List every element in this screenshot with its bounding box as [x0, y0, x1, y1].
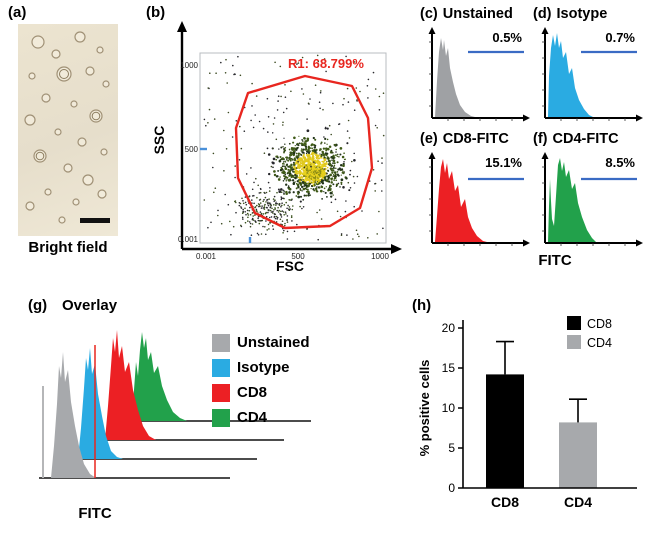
legend-item-isotype: Isotype	[212, 355, 310, 380]
y-axis-label: % positive cells	[417, 360, 432, 457]
x-axis-arrow-icon	[523, 114, 530, 122]
histogram-unstained: 0.5%	[428, 27, 530, 122]
histogram-isotype: 0.7%	[541, 27, 643, 122]
y-tick-label: 0	[448, 481, 455, 495]
brightfield-cells	[24, 31, 110, 224]
bar-CD8	[486, 374, 524, 488]
panel-d-title: (d) Isotype	[533, 6, 607, 22]
panel-a-caption: Bright field	[28, 239, 108, 256]
unstained-swatch-icon	[212, 333, 230, 352]
legend-item-cd4: CD4	[212, 405, 310, 430]
histogram-shape	[435, 159, 487, 242]
panel-e-title: (e) CD8-FITC	[420, 131, 509, 147]
histogram-shape	[548, 33, 593, 117]
panel-h-label: (h)	[412, 297, 432, 314]
fitc-axis-label-cf: FITC	[538, 252, 572, 269]
panel-d-name: Isotype	[556, 6, 608, 22]
x-axis-arrow-icon	[636, 239, 643, 247]
y-tick-label: 20	[442, 321, 456, 335]
panel-g-name: Overlay	[62, 297, 118, 314]
y-axis-arrow-icon	[428, 152, 436, 159]
x-axis-arrow-icon	[523, 239, 530, 247]
y-axis-arrow-icon	[541, 27, 549, 34]
scatter-points	[203, 54, 385, 241]
legend-item-cd8: CD8	[212, 380, 310, 405]
fsc-tick-0001: 0.001	[196, 252, 217, 261]
fsc-axis-arrow-icon	[391, 244, 402, 254]
ssc-axis-label: SSC	[151, 126, 167, 155]
ssc-axis-arrow-icon	[177, 21, 187, 32]
histogram-shape	[548, 158, 596, 242]
overlay-legend: Unstained Isotype CD8 CD4	[212, 330, 310, 430]
histogram-shape	[435, 38, 475, 117]
y-tick-label: 5	[448, 441, 455, 455]
overlay-histograms	[39, 330, 311, 479]
bar-CD4	[559, 422, 597, 488]
x-category-label: CD4	[564, 494, 592, 510]
overlay-cd4-histogram	[132, 332, 187, 421]
percent-value: 8.5%	[605, 155, 635, 170]
percent-value: 0.5%	[492, 30, 522, 45]
percent-value: 0.7%	[605, 30, 635, 45]
panel-c-letter: (c)	[420, 6, 438, 22]
fsc-tick-1000: 1000	[371, 252, 389, 261]
panel-f-name: CD4-FITC	[552, 131, 619, 147]
ssc-tick-1000: 1000	[180, 61, 198, 70]
x-axis-arrow-icon	[636, 114, 643, 122]
ssc-tick-500: 500	[185, 145, 199, 154]
panel-c-title: (c) Unstained	[420, 6, 513, 22]
panel-d-letter: (d)	[533, 6, 552, 22]
panel-g-letter: (g)	[28, 297, 48, 314]
isotype-swatch-icon	[212, 358, 230, 377]
cd4-swatch-icon	[212, 408, 230, 427]
fsc-axis-label: FSC	[276, 258, 304, 274]
bar-legend-swatch-icon	[567, 335, 581, 349]
y-axis-arrow-icon	[541, 152, 549, 159]
histogram-cd4-fitc: 8.5%	[541, 152, 643, 247]
overlay-cd8-histogram	[105, 330, 156, 440]
brightfield-image	[18, 24, 118, 236]
overlay-unstained-histogram	[51, 352, 96, 478]
bar-legend-swatch-icon	[567, 316, 581, 330]
panel-f-title: (f) CD4-FITC	[533, 131, 619, 147]
fsc-tick-500: 500	[291, 252, 305, 261]
y-tick-label: 15	[442, 361, 456, 375]
y-tick-label: 10	[442, 401, 456, 415]
gate-r1-polygon	[234, 74, 374, 230]
bar-legend-label: CD4	[587, 336, 612, 350]
gate-r1-label: R1: 68.799%	[288, 56, 364, 71]
bar-legend-label: CD8	[587, 317, 612, 331]
panel-a-label: (a)	[8, 4, 27, 21]
fsc-ssc-scatter-plot: SSC FSC 1000 500 0.001 0.001 500 1000 R1…	[151, 21, 402, 274]
ssc-tick-0001: 0.001	[178, 235, 199, 244]
percent-value: 15.1%	[485, 155, 522, 170]
panel-c-name: Unstained	[442, 6, 513, 22]
histogram-cd8-fitc: 15.1%	[428, 152, 530, 247]
positive-cells-bar-chart: 0 5 10 15 20 CD8 CD4 % positive cells CD8 CD4	[417, 316, 637, 510]
panel-e-letter: (e)	[420, 131, 438, 147]
panel-b-label: (b)	[146, 4, 166, 21]
cd8-swatch-icon	[212, 383, 230, 402]
y-axis-arrow-icon	[428, 27, 436, 34]
panel-e-name: CD8-FITC	[442, 131, 509, 147]
panel-f-letter: (f)	[533, 131, 548, 147]
overlay-isotype-histogram	[78, 348, 123, 459]
x-category-label: CD8	[491, 494, 519, 510]
fitc-axis-label-overlay: FITC	[78, 505, 112, 522]
scale-bar	[80, 218, 110, 223]
legend-item-unstained: Unstained	[212, 330, 310, 355]
